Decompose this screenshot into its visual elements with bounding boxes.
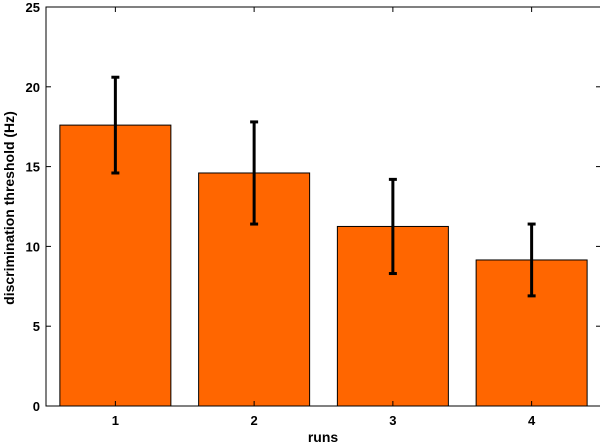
y-tick-label-20: 20 xyxy=(26,80,40,95)
plot-area: 0 5 10 15 20 25 1 2 3 4 xyxy=(26,0,600,428)
y-axis-label: discrimination threshold (Hz) xyxy=(1,111,17,305)
y-tick-label-0: 0 xyxy=(33,399,40,414)
x-tick-label-4: 4 xyxy=(528,413,536,428)
y-tick-label-10: 10 xyxy=(26,239,40,254)
axes-frame xyxy=(45,6,600,407)
x-axis-label: runs xyxy=(308,429,339,445)
y-tick-label-25: 25 xyxy=(26,0,40,15)
x-tick-label-1: 1 xyxy=(112,413,119,428)
y-tick-label-5: 5 xyxy=(33,319,40,334)
y-tick-label-15: 15 xyxy=(26,160,40,175)
x-tick-label-3: 3 xyxy=(389,413,396,428)
x-tick-label-2: 2 xyxy=(251,413,258,428)
